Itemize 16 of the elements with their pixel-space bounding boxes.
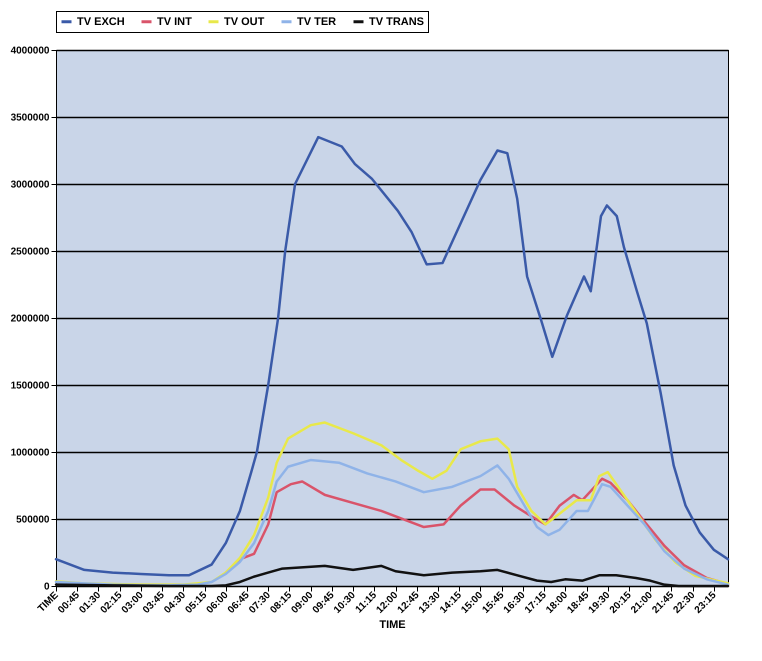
legend-label: TV OUT	[224, 16, 265, 28]
y-tick-label: 3000000	[10, 180, 50, 190]
y-tick-label: 1500000	[10, 380, 50, 392]
y-tick-label: 1000000	[10, 448, 50, 458]
line-series	[54, 136, 730, 577]
y-tick-label: 3500000	[10, 112, 50, 124]
y-tick-label: 0	[44, 582, 50, 592]
legend-label: TV INT	[157, 16, 192, 28]
y-tick-label: 4000000	[10, 46, 50, 56]
legend-label: TV TRANS	[369, 16, 424, 28]
y-tick-label: 500000	[16, 514, 50, 526]
legend-label: TV EXCH	[77, 16, 125, 28]
y-tick-label: 2500000	[10, 246, 50, 258]
legend-label: TV TER	[297, 16, 336, 28]
y-tick-label: 2000000	[10, 314, 50, 324]
x-axis-title: TIME	[379, 619, 406, 632]
